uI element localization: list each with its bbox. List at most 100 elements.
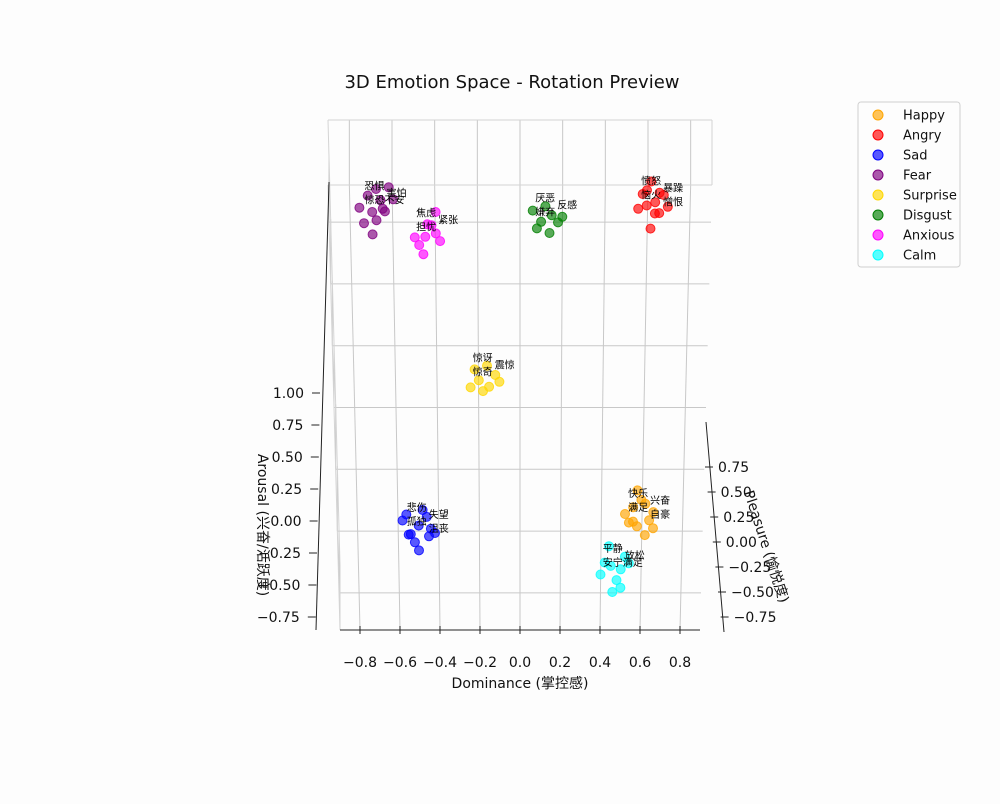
data-point-surprise [482, 360, 492, 371]
legend-label-angry: Angry [903, 129, 942, 144]
legend-label-disgust: Disgust [903, 209, 952, 224]
data-point-happy [648, 523, 658, 534]
data-point-sad [401, 509, 412, 520]
point-label: 震惊 [495, 359, 515, 372]
x-tick-label: 0.2 [549, 655, 571, 671]
point-label: 自豪 [650, 508, 670, 521]
data-point-angry [654, 187, 665, 198]
data-point-happy [636, 494, 647, 505]
x-tick-label: 0.4 [589, 655, 611, 671]
point-label: 恼火 [641, 190, 661, 202]
point-label: 沮丧 [429, 522, 449, 535]
z-axis-label: Arousal (兴奋/活跃度) [254, 454, 270, 596]
pane-edge [327, 184, 341, 631]
data-point-fear [354, 202, 365, 213]
x-tick-label: −0.4 [423, 655, 457, 671]
data-point-disgust [527, 205, 538, 216]
x-tick-label: −0.2 [463, 655, 497, 671]
data-point-angry [642, 185, 652, 196]
y-tick-label: −0.50 [731, 585, 774, 601]
data-point-anxious [420, 231, 431, 242]
pane-edge [327, 119, 341, 566]
y-axis-line [705, 421, 725, 633]
data-point-fear [383, 182, 394, 193]
point-label: 愤怒 [641, 175, 661, 188]
data-point-disgust [544, 228, 555, 238]
data-point-disgust [546, 210, 557, 221]
data-point-surprise [473, 375, 484, 386]
point-label: 担忧 [416, 220, 436, 233]
legend-marker-happy [872, 109, 884, 121]
data-point-anxious [409, 232, 420, 243]
z-tick-label: −0.50 [257, 578, 300, 594]
legend-marker-calm [872, 249, 884, 261]
x-tick-label: −0.8 [343, 655, 377, 671]
data-point-anxious [418, 249, 429, 260]
point-label: 悲伤 [407, 501, 427, 514]
data-point-happy [628, 502, 639, 513]
data-point-sad [414, 545, 424, 556]
data-point-sad [413, 520, 424, 531]
point-label: 紧张 [438, 214, 458, 226]
data-point-fear [375, 195, 386, 206]
y-tick-label: −0.25 [728, 560, 771, 576]
data-point-happy [620, 509, 630, 519]
data-point-calm [615, 564, 626, 575]
data-point-angry [633, 203, 644, 214]
z-tick-label: 0.00 [270, 514, 301, 530]
point-label: 惊奇 [473, 366, 493, 379]
data-point-anxious [435, 236, 446, 247]
data-point-happy [632, 485, 643, 496]
point-label: 憎恨 [663, 196, 683, 209]
point-label: 孤独 [407, 515, 427, 528]
point-label: 惊恐不安 [365, 193, 405, 206]
data-point-sad [430, 528, 440, 538]
legend-marker-fear [872, 169, 884, 181]
z-tick-label: 0.50 [272, 450, 303, 466]
z-tick-label: 1.00 [273, 386, 304, 402]
x-axis-label: Dominance (掌控感) [452, 675, 589, 692]
data-point-angry [645, 223, 656, 234]
data-point-calm [599, 557, 610, 568]
data-point-anxious [422, 219, 433, 230]
x-tick-label: 0.6 [629, 655, 651, 671]
x-tick-label: 0.0 [509, 655, 531, 671]
data-point-surprise [478, 386, 488, 397]
legend-label-calm: Calm [903, 249, 936, 264]
y-tick-label: 0.25 [723, 510, 754, 526]
data-point-fear [367, 207, 378, 217]
y-tick-label: 0.50 [721, 485, 752, 501]
data-point-disgust [531, 223, 542, 234]
legend-marker-anxious [872, 229, 884, 241]
point-label: 反感 [557, 198, 577, 211]
data-point-angry [641, 200, 652, 211]
point-label: 焦虑 [416, 206, 436, 219]
data-point-sad [421, 511, 432, 522]
data-point-calm [595, 569, 606, 580]
point-label: 厌恶 [535, 192, 555, 204]
data-point-fear [371, 215, 382, 226]
legend: Happy Angry Sad Fear Surprise Disgust Anxious C… [857, 101, 961, 268]
data-point-happy [644, 515, 655, 526]
data-point-calm [615, 582, 626, 593]
point-label: 平静 [603, 542, 623, 555]
data-point-surprise [469, 364, 480, 375]
legend-label-happy: Happy [903, 109, 945, 124]
legend-marker-sad [872, 149, 884, 161]
legend-label-anxious: Anxious [903, 229, 955, 244]
data-point-fear [388, 194, 399, 205]
legend-label-sad: Sad [903, 149, 927, 164]
y-tick-label: −0.75 [734, 610, 777, 626]
point-label: 暴躁 [663, 183, 683, 195]
data-point-calm [603, 541, 614, 552]
data-point-disgust [557, 211, 568, 222]
data-point-surprise [494, 376, 505, 387]
data-point-fear [367, 229, 378, 240]
data-point-happy [628, 516, 638, 527]
z-axis-line [315, 181, 330, 631]
data-point-surprise [465, 382, 476, 393]
data-point-fear [359, 218, 369, 229]
point-label: 安宁满足 [603, 556, 643, 569]
